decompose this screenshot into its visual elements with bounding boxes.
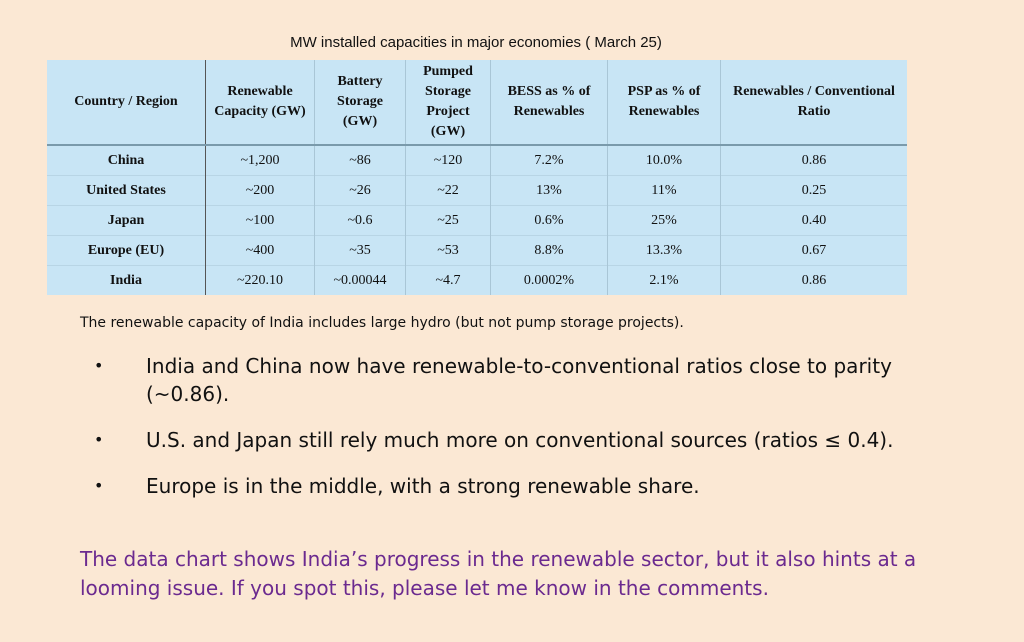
- cell-renewable-capacity: ~1,200: [205, 144, 315, 176]
- table-row: United States ~200 ~26 ~22 13% 11% 0.25: [47, 175, 907, 206]
- col-header-battery-storage: Battery Storage (GW): [314, 60, 406, 146]
- list-item: • Europe is in the middle, with a strong…: [94, 472, 914, 500]
- table-row: Japan ~100 ~0.6 ~25 0.6% 25% 0.40: [47, 205, 907, 236]
- cell-pumped-storage: ~25: [405, 205, 491, 236]
- col-header-renewable-capacity: Renewable Capacity (GW): [205, 60, 315, 146]
- cell-psp-pct: 2.1%: [607, 265, 721, 295]
- cell-battery-storage: ~0.00044: [314, 265, 406, 295]
- bullet-text: Europe is in the middle, with a strong r…: [146, 474, 700, 498]
- cell-region: China: [47, 144, 206, 176]
- cell-ratio: 0.67: [720, 235, 907, 266]
- cell-renewable-capacity: ~100: [205, 205, 315, 236]
- col-header-bess-pct: BESS as % of Renewables: [490, 60, 608, 146]
- cell-psp-pct: 13.3%: [607, 235, 721, 266]
- cell-region: Japan: [47, 205, 206, 236]
- bullet-list: • India and China now have renewable-to-…: [94, 352, 914, 518]
- list-item: • India and China now have renewable-to-…: [94, 352, 914, 408]
- cell-ratio: 0.86: [720, 265, 907, 295]
- cell-bess-pct: 8.8%: [490, 235, 608, 266]
- cell-bess-pct: 0.6%: [490, 205, 608, 236]
- bullet-icon: •: [94, 476, 104, 495]
- cell-battery-storage: ~26: [314, 175, 406, 206]
- cell-battery-storage: ~0.6: [314, 205, 406, 236]
- table-caption: MW installed capacities in major economi…: [290, 34, 662, 51]
- col-header-ratio: Renewables / Conventional Ratio: [720, 60, 907, 146]
- cell-renewable-capacity: ~400: [205, 235, 315, 266]
- bullet-icon: •: [94, 430, 104, 449]
- cell-ratio: 0.40: [720, 205, 907, 236]
- cell-bess-pct: 7.2%: [490, 144, 608, 176]
- bullet-icon: •: [94, 356, 104, 375]
- cell-pumped-storage: ~22: [405, 175, 491, 206]
- footnote: The renewable capacity of India includes…: [80, 315, 684, 331]
- cell-bess-pct: 13%: [490, 175, 608, 206]
- bullet-text: U.S. and Japan still rely much more on c…: [146, 428, 894, 452]
- cell-renewable-capacity: ~200: [205, 175, 315, 206]
- cell-ratio: 0.25: [720, 175, 907, 206]
- col-header-pumped-storage: Pumped Storage Project (GW): [405, 60, 491, 146]
- cell-battery-storage: ~35: [314, 235, 406, 266]
- table-header-row: Country / Region Renewable Capacity (GW)…: [47, 60, 907, 146]
- cell-pumped-storage: ~120: [405, 144, 491, 176]
- cell-region: United States: [47, 175, 206, 206]
- bullet-text: India and China now have renewable-to-co…: [146, 354, 892, 406]
- table-row: Europe (EU) ~400 ~35 ~53 8.8% 13.3% 0.67: [47, 235, 907, 266]
- cell-pumped-storage: ~4.7: [405, 265, 491, 295]
- table-row: China ~1,200 ~86 ~120 7.2% 10.0% 0.86: [47, 144, 907, 176]
- closing-paragraph: The data chart shows India’s progress in…: [80, 547, 917, 600]
- cell-battery-storage: ~86: [314, 144, 406, 176]
- cell-region: Europe (EU): [47, 235, 206, 266]
- cell-region: India: [47, 265, 206, 295]
- cell-psp-pct: 11%: [607, 175, 721, 206]
- cell-pumped-storage: ~53: [405, 235, 491, 266]
- col-header-psp-pct: PSP as % of Renewables: [607, 60, 721, 146]
- list-item: • U.S. and Japan still rely much more on…: [94, 426, 914, 454]
- cell-psp-pct: 10.0%: [607, 144, 721, 176]
- cell-psp-pct: 25%: [607, 205, 721, 236]
- table-row: India ~220.10 ~0.00044 ~4.7 0.0002% 2.1%…: [47, 265, 907, 295]
- cell-bess-pct: 0.0002%: [490, 265, 608, 295]
- cell-renewable-capacity: ~220.10: [205, 265, 315, 295]
- capacity-table: Country / Region Renewable Capacity (GW)…: [47, 60, 907, 295]
- cell-ratio: 0.86: [720, 144, 907, 176]
- col-header-region: Country / Region: [47, 60, 206, 146]
